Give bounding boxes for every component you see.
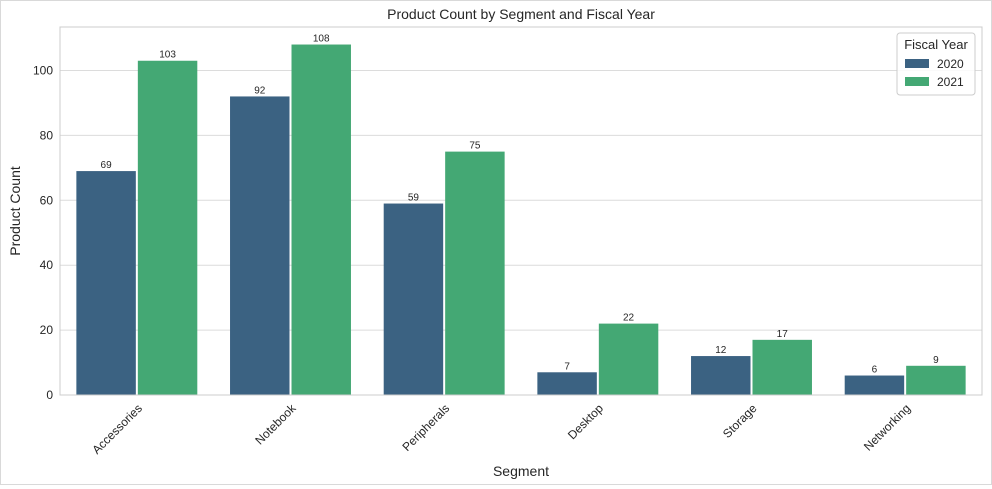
x-tick-label-notebook: Notebook	[252, 401, 299, 448]
data-labels: 69 92 59 7 12 6 103 108 75 22 17 9	[101, 34, 940, 376]
x-tick-label-networking: Networking	[861, 401, 913, 453]
x-axis-ticks: Accessories Notebook Peripherals Desktop Sto…	[89, 401, 913, 457]
data-label: 92	[254, 85, 266, 96]
data-label: 69	[101, 160, 113, 171]
y-tick-label: 0	[46, 388, 53, 402]
legend-title: Fiscal Year	[904, 37, 968, 52]
y-tick-label: 20	[40, 323, 54, 337]
bar-accessories-2021	[137, 60, 198, 395]
chart-title: Product Count by Segment and Fiscal Year	[387, 6, 655, 22]
plot-border	[59, 26, 983, 396]
legend-swatch-2020	[905, 59, 929, 68]
bar-notebook-2020	[230, 96, 290, 396]
bar-accessories-2020	[76, 171, 136, 395]
data-label: 7	[564, 361, 570, 372]
data-label: 9	[933, 355, 939, 366]
x-axis-label: Segment	[493, 463, 549, 479]
y-tick-label: 60	[40, 193, 54, 207]
y-axis-ticks: 0 20 40 60 80 100	[33, 63, 53, 402]
bar-notebook-2021	[291, 44, 351, 396]
bar-storage-2020	[691, 356, 751, 395]
y-tick-label: 40	[40, 258, 54, 272]
gridlines	[60, 69, 982, 396]
x-tick-label-accessories: Accessories	[89, 401, 145, 457]
legend-label-2021: 2021	[937, 75, 964, 89]
bars	[76, 44, 966, 396]
y-axis-label: Product Count	[7, 166, 23, 256]
bar-peripherals-2020	[383, 203, 444, 395]
data-label: 17	[777, 329, 789, 340]
legend-items: 2020 2021	[905, 57, 964, 89]
x-tick-label-desktop: Desktop	[565, 401, 606, 442]
y-tick-label: 100	[33, 63, 53, 77]
data-label: 22	[623, 313, 635, 324]
bar-desktop-2020	[537, 372, 597, 395]
x-tick-label-peripherals: Peripherals	[399, 401, 452, 454]
bar-peripherals-2021	[445, 151, 505, 395]
data-label: 108	[313, 34, 330, 45]
data-label: 75	[469, 141, 481, 152]
data-label: 59	[408, 193, 420, 204]
data-label: 6	[872, 365, 878, 376]
bar-desktop-2021	[598, 323, 659, 395]
data-label: 12	[715, 345, 727, 356]
legend-label-2020: 2020	[937, 57, 964, 71]
bar-networking-2021	[906, 365, 966, 395]
legend-swatch-2021	[905, 77, 929, 86]
data-label: 103	[159, 50, 176, 61]
x-tick-label-storage: Storage	[720, 401, 760, 441]
y-tick-label: 80	[40, 128, 54, 142]
bar-networking-2020	[844, 375, 905, 395]
bar-storage-2021	[752, 339, 812, 395]
legend: Fiscal Year 2020 2021	[896, 32, 976, 96]
